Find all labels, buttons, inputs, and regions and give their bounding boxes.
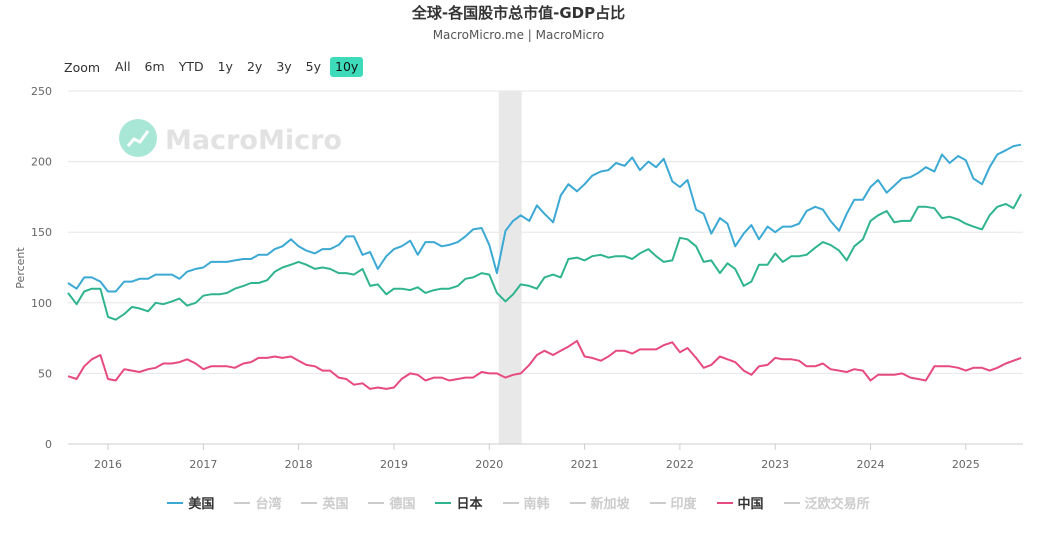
watermark-logo-mark [126,130,150,147]
legend-swatch [167,501,184,504]
legend-swatch [502,501,519,504]
watermark-text: MacroMicro [165,125,342,156]
legend-swatch [783,501,800,504]
y-tick-label: 50 [38,367,52,380]
legend-label: 德国 [389,497,416,512]
legend-swatch [569,501,586,504]
x-tick-label: 2019 [380,458,408,471]
legend-item[interactable]: 英国 [301,493,348,512]
zoom-button-3y[interactable]: 3y [276,59,292,74]
legend-swatch [649,501,666,504]
x-tick-label: 2021 [571,458,599,471]
legend-item[interactable]: 美国 [167,493,214,512]
legend: 美国 台湾 英国 德国 日本 南韩 新加坡 印度 中国 泛欧交易所 [0,493,1037,512]
x-tick-label: 2020 [475,458,503,471]
legend-item[interactable]: 印度 [649,493,697,512]
zoom-button-all[interactable]: All [115,59,131,74]
chart-subtitle: MacroMicro.me | MacroMicro [432,28,605,42]
x-tick-label: 2016 [94,458,122,471]
legend-item[interactable]: 德国 [368,493,415,512]
legend-label: 泛欧交易所 [804,497,870,512]
series-layer [67,143,1022,390]
zoom-button-ytd[interactable]: YTD [178,59,204,74]
zoom-button-1y[interactable]: 1y [217,59,233,74]
zoom-button-10y[interactable]: 10y [330,57,364,77]
legend-label: 台湾 [255,497,282,512]
y-tick-label: 250 [31,85,52,98]
legend-item[interactable]: 南韩 [502,493,550,512]
legend-label: 印度 [670,497,697,512]
y-tick-label: 150 [31,226,52,239]
zoom-button-2y[interactable]: 2y [246,59,263,74]
watermark: MacroMicro [119,119,342,157]
legend-item[interactable]: 中国 [716,493,764,512]
x-tick-label: 2018 [285,458,313,471]
legend-item[interactable]: 台湾 [234,493,281,512]
x-tick-label: 2025 [952,458,980,471]
y-tick-label: 0 [45,438,52,451]
x-tick-label: 2024 [857,458,885,471]
x-tick-label: 2022 [666,458,694,471]
x-tick-label: 2023 [761,458,789,471]
legend-item[interactable]: 日本 [435,493,483,512]
y-tick-label: 100 [31,297,52,310]
legend-swatch [234,501,251,504]
legend-label: 新加坡 [590,497,630,512]
watermark-logo-icon [119,119,157,157]
zoom-bar: Zoom All 6m YTD 1y 2y 3y 5y 10y [64,56,367,78]
zoom-button-5y[interactable]: 5y [305,59,322,74]
legend-label: 日本 [456,497,483,512]
recession-shade-layer [498,91,522,444]
legend-label: 美国 [188,497,215,512]
shaded-period [498,91,522,444]
axis-layer: 0 50 100 150 200 250 2016 2017 2018 2019 2020 2021 2… [31,85,1023,471]
legend-swatch [368,501,385,504]
legend-swatch [435,501,452,504]
series-line-us[interactable] [67,143,1022,293]
legend-item[interactable]: 泛欧交易所 [783,493,870,512]
series-line-cn[interactable] [67,339,1022,390]
series-line-jp[interactable] [67,193,1022,321]
x-tick-label: 2017 [189,458,217,471]
zoom-button-6m[interactable]: 6m [144,59,165,74]
legend-item[interactable]: 新加坡 [569,493,630,512]
legend-swatch [716,501,733,504]
zoom-label: Zoom [64,59,101,75]
legend-label: 中国 [737,497,764,512]
y-axis-label: Percent [14,247,27,289]
legend-swatch [301,501,318,504]
y-tick-label: 200 [31,156,52,169]
legend-label: 英国 [322,497,349,512]
legend-label: 南韩 [523,497,550,512]
chart-title: 全球-各国股市总市值-GDP占比 [411,4,626,22]
